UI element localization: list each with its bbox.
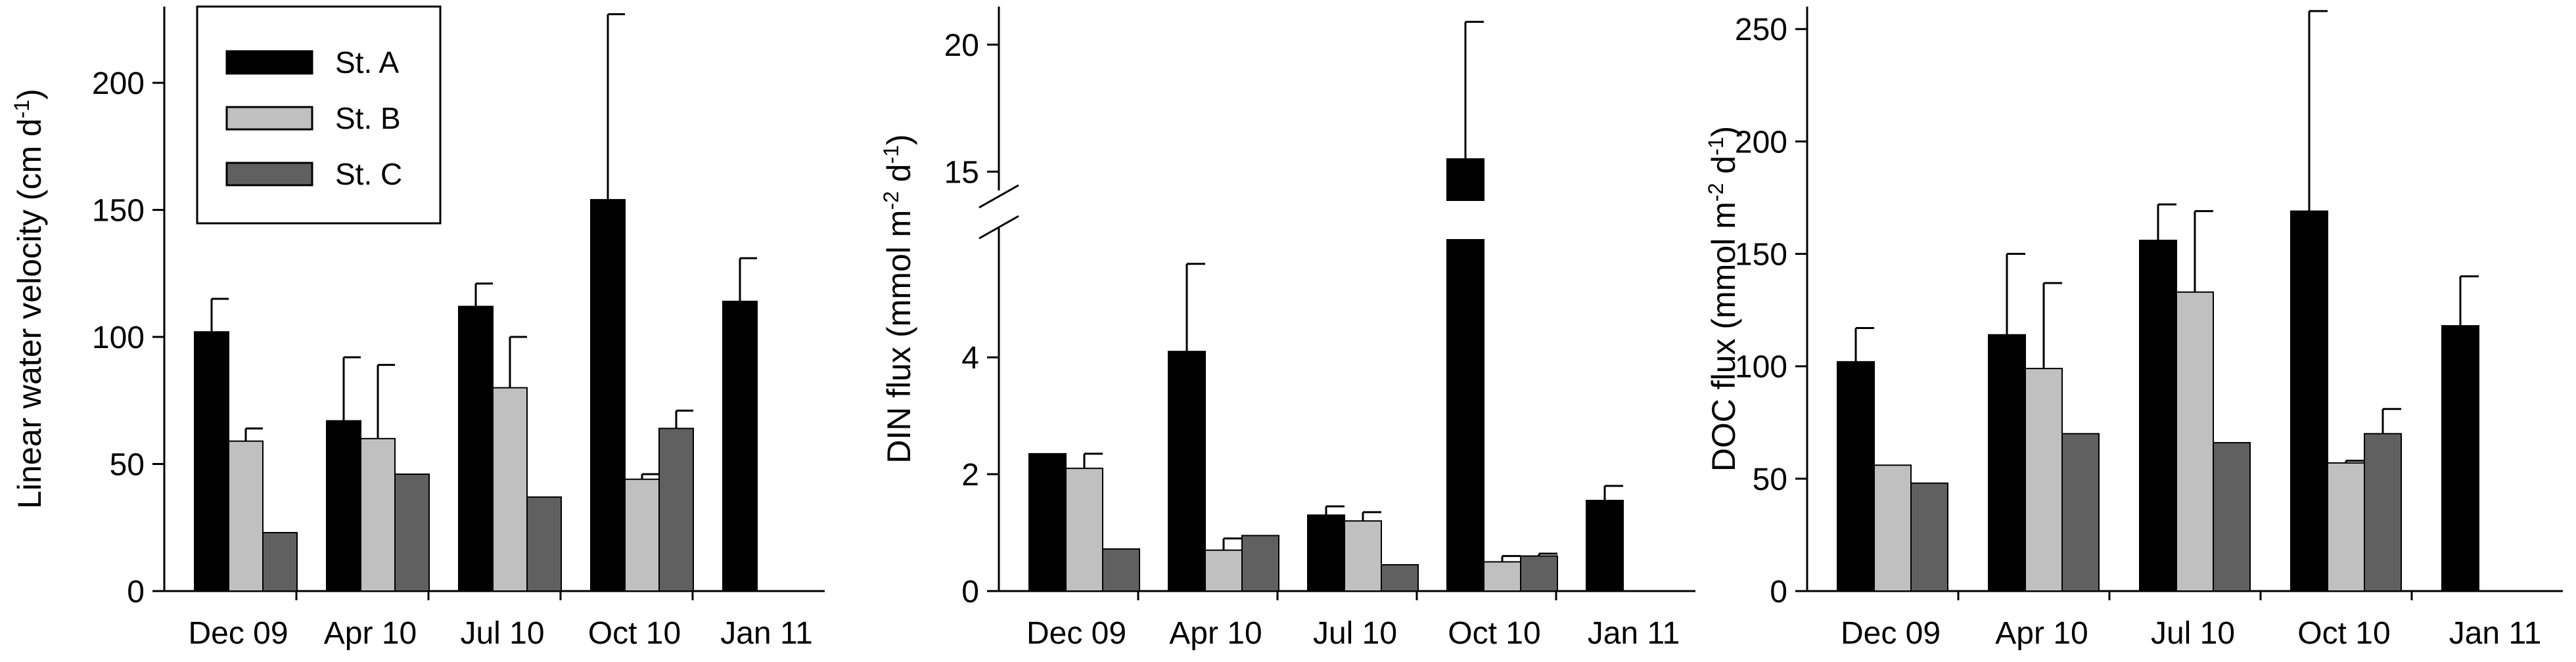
bar-st-a-oct-10 <box>1446 239 1484 592</box>
legend-label-st-b: St. B <box>335 101 401 135</box>
x-tick-label: Jan 11 <box>2449 616 2542 651</box>
y-tick-label: 250 <box>1735 12 1787 47</box>
y-tick-label: 0 <box>1770 575 1787 609</box>
x-tick-label: Jul 10 <box>460 616 544 651</box>
x-tick-label: Apr 10 <box>1995 616 2088 651</box>
x-tick-label: Jan 11 <box>1588 616 1680 651</box>
bar-st-a-jan-11 <box>2441 325 2479 592</box>
y-axis-title: DIN flux (mmol m-2 d-1) <box>879 134 917 463</box>
doc-flux-chart: 0 50 100 150 200 250 DOC flux (mmol m-2 d-1) De… <box>1704 7 2563 651</box>
y-tick-label: 20 <box>944 28 979 63</box>
x-tick-label: Jan 11 <box>720 616 813 651</box>
bar-st-a-jul-10 <box>2139 240 2177 592</box>
bar-st-a-jan-11 <box>1586 500 1624 592</box>
bar-st-a-oct-10 <box>590 199 626 592</box>
bar-st-b-jul-10 <box>2176 291 2214 592</box>
bar-st-a-apr-10 <box>1988 334 2026 592</box>
axis-break-mark <box>978 184 1019 209</box>
bar-st-a-oct-10-upper <box>1446 158 1484 201</box>
x-tick-label: Oct 10 <box>588 616 681 651</box>
y-tick-label: 50 <box>1753 462 1787 497</box>
bar-st-a-apr-10 <box>326 420 361 592</box>
bar-st-b-dec-09 <box>228 440 264 592</box>
bar-st-c-apr-10 <box>394 474 430 592</box>
bar-st-a-apr-10 <box>1168 351 1206 592</box>
bar-st-b-dec-09 <box>1065 468 1103 592</box>
bar-st-b-dec-09 <box>1874 464 1912 592</box>
x-tick-label: Jul 10 <box>1313 616 1397 651</box>
x-tick-label: Dec 09 <box>1841 616 1941 651</box>
bar-st-c-dec-09 <box>262 532 298 592</box>
bar-st-b-jul-10 <box>1344 520 1382 592</box>
bar-st-c-oct-10 <box>2364 433 2402 592</box>
bar-st-c-oct-10 <box>1520 555 1558 592</box>
y-axis-title: Linear water velocity (cm d-1) <box>10 89 48 509</box>
bar-st-a-jan-11 <box>722 300 758 592</box>
y-tick-label: 0 <box>961 575 979 609</box>
bar-st-c-jul-10 <box>526 496 562 592</box>
y-tick-label: 2 <box>961 458 979 493</box>
y-axis-title: DOC flux (mmol m-2 d-1) <box>1704 126 1742 472</box>
bar-st-c-apr-10 <box>2061 433 2100 592</box>
bar-st-c-dec-09 <box>1102 548 1140 592</box>
bar-st-c-dec-09 <box>1910 482 1948 592</box>
bar-st-b-apr-10 <box>360 437 396 592</box>
x-tick-label: Dec 09 <box>1026 616 1126 651</box>
x-tick-label: Apr 10 <box>1169 616 1262 651</box>
bar-st-c-apr-10 <box>1241 535 1279 592</box>
bar-st-b-oct-10 <box>624 478 660 592</box>
bar-st-a-dec-09 <box>1028 452 1067 592</box>
axis-break-mark <box>978 215 1019 240</box>
velocity-chart: 0 50 100 150 200 Linear water velocity (cm d-… <box>10 7 825 651</box>
legend-label-st-a: St. A <box>335 45 399 79</box>
bar-st-a-jul-10 <box>1307 514 1345 592</box>
x-tick-label: Oct 10 <box>1448 616 1540 651</box>
bar-st-a-jul-10 <box>458 305 494 592</box>
bar-st-b-apr-10 <box>1205 549 1243 592</box>
y-tick-label: 200 <box>1735 125 1787 160</box>
legend-label-st-c: St. C <box>335 157 402 191</box>
y-tick-label: 150 <box>92 194 145 229</box>
legend-swatch-st-b <box>225 106 313 131</box>
bar-st-b-oct-10 <box>2327 462 2365 592</box>
x-tick-label: Dec 09 <box>188 616 288 651</box>
y-tick-label: 150 <box>1735 238 1787 273</box>
y-tick-label: 15 <box>944 155 979 190</box>
legend: St. A St. B St. C <box>196 5 442 225</box>
x-tick-label: Apr 10 <box>324 616 417 651</box>
bar-st-a-dec-09 <box>1837 361 1875 592</box>
x-tick-label: Jul 10 <box>2151 616 2235 651</box>
bar-st-a-oct-10 <box>2290 210 2328 592</box>
y-tick-label: 4 <box>961 341 979 376</box>
bar-st-c-oct-10 <box>658 428 694 592</box>
bar-st-a-dec-09 <box>194 331 229 592</box>
y-tick-label: 100 <box>1735 350 1787 385</box>
x-tick-label: Oct 10 <box>2297 616 2390 651</box>
legend-swatch-st-c <box>225 162 313 187</box>
legend-swatch-st-a <box>225 50 313 75</box>
y-tick-label: 50 <box>110 448 145 483</box>
bar-st-b-oct-10 <box>1483 561 1521 592</box>
y-tick-label: 100 <box>92 320 145 355</box>
bar-st-c-jul-10 <box>1381 563 1419 592</box>
din-flux-chart: 0 2 4 15 20 DIN flux (mmol m-2 d-1) Dec 09 Apr … <box>879 7 1695 651</box>
bar-st-b-apr-10 <box>2025 368 2063 592</box>
y-tick-label: 200 <box>92 66 145 101</box>
y-tick-label: 0 <box>127 575 145 609</box>
bar-st-c-jul-10 <box>2213 442 2251 592</box>
bar-st-b-jul-10 <box>492 387 528 592</box>
